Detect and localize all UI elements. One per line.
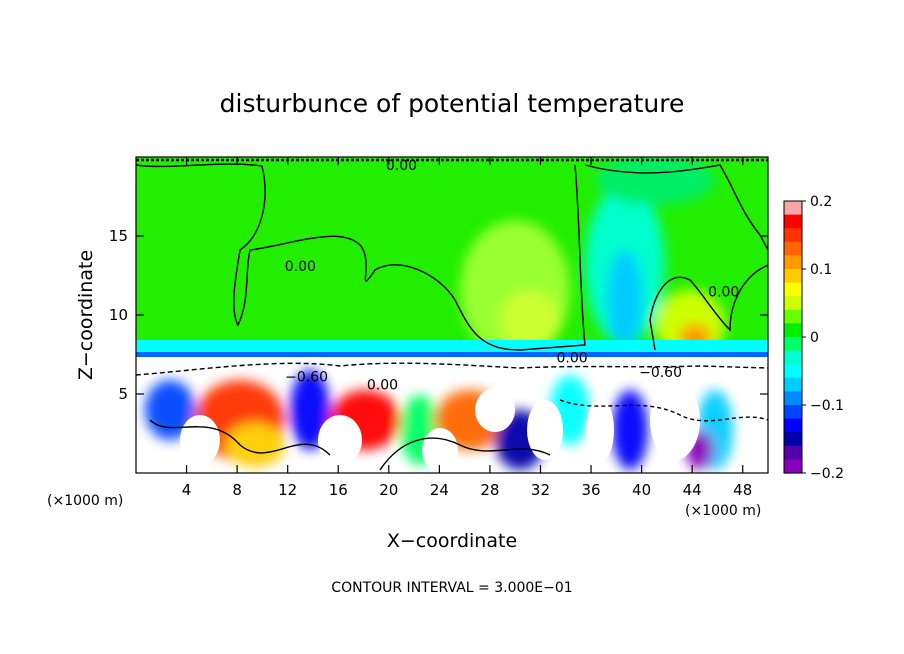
contour-label: 0.00 — [556, 351, 587, 367]
colorbar-swatch — [784, 228, 802, 243]
field-patch — [650, 380, 700, 460]
field-patch — [500, 290, 560, 350]
chart-title: disturbunce of potential temperature — [220, 89, 685, 118]
x-tick-label: 24 — [430, 481, 449, 499]
colorbar-swatch — [784, 364, 802, 379]
field-patch — [475, 388, 515, 432]
y-tick-label: 15 — [109, 227, 128, 245]
contour-line — [649, 264, 768, 351]
field-patch — [318, 415, 362, 465]
contour-line — [559, 399, 768, 422]
colorbar-swatch — [784, 377, 802, 392]
colorbar-swatch — [784, 214, 802, 229]
contour-label: 0.00 — [708, 284, 739, 300]
field-patch — [595, 157, 715, 205]
colorbar-swatch — [784, 201, 802, 216]
lower-field-voids — [180, 380, 700, 472]
x-tick-label: 40 — [632, 481, 651, 499]
contour-line — [149, 419, 331, 456]
colorbar-swatch — [784, 309, 802, 324]
contour-line — [584, 164, 768, 251]
field-patch — [422, 428, 458, 472]
contour-label: −0.60 — [639, 365, 682, 381]
colorbar-swatch — [784, 323, 802, 338]
colorbar-swatch — [784, 459, 802, 474]
contour-labels: 0.00 0.00 0.00 0.00 0.00 −0.60 −0.60 — [285, 158, 740, 394]
x-tick-label: 16 — [329, 481, 348, 499]
x-unit-left: (×1000 m) — [47, 493, 123, 509]
colorbar-swatch — [784, 432, 802, 447]
contour-lines — [136, 158, 768, 471]
colorbar-tick-label: 0 — [810, 330, 819, 346]
colorbar-swatch — [784, 391, 802, 406]
colorbar: 0.2 0.1 0 −0.1 −0.2 — [783, 194, 844, 482]
x-tick-label: 36 — [581, 481, 600, 499]
y-axis: 5 10 15 — [109, 227, 768, 403]
colorbar-swatch — [784, 269, 802, 284]
colorbar-tick-label: −0.1 — [810, 398, 844, 414]
contour-interval-note: CONTOUR INTERVAL = 3.000E−01 — [331, 580, 572, 596]
y-axis-label: Z−coordinate — [75, 250, 97, 380]
x-tick-label: 12 — [278, 481, 297, 499]
x-tick-label: 28 — [480, 481, 499, 499]
colorbar-swatch — [784, 350, 802, 365]
colorbar-swatch — [784, 296, 802, 311]
x-tick-label: 4 — [182, 481, 192, 499]
contour-label: 0.00 — [386, 158, 417, 174]
x-tick-label: 44 — [683, 481, 702, 499]
field-patch — [225, 423, 285, 467]
inversion-band-cyan — [136, 340, 768, 352]
x-tick-label: 32 — [531, 481, 550, 499]
y-tick-label: 10 — [109, 306, 128, 324]
field-patch — [180, 415, 220, 465]
plot-field — [136, 157, 768, 473]
colorbar-tick-label: 0.2 — [810, 194, 832, 210]
colorbar-swatch — [784, 337, 802, 352]
colorbar-swatch — [784, 418, 802, 433]
colorbar-tick-label: 0.1 — [810, 262, 832, 278]
x-unit-right: (×1000 m) — [685, 503, 761, 519]
y-tick-label: 5 — [118, 385, 128, 403]
x-tick-label: 8 — [232, 481, 242, 499]
field-patch — [607, 250, 643, 350]
x-axis: 4 8 12 16 20 24 28 32 36 40 44 48 — [182, 157, 752, 499]
contour-label: 0.00 — [285, 259, 316, 275]
contour-label: 0.00 — [367, 378, 398, 394]
colorbar-swatch — [784, 282, 802, 297]
colorbar-swatch — [784, 255, 802, 270]
field-patch — [586, 398, 614, 462]
field-patch — [527, 400, 563, 460]
contour-line — [136, 163, 586, 351]
contour-label: −0.60 — [285, 370, 328, 386]
colorbar-swatch — [784, 445, 802, 460]
contour-line — [136, 362, 768, 376]
contour-line — [379, 437, 551, 471]
x-axis-label: X−coordinate — [387, 530, 517, 552]
colorbar-swatch — [784, 405, 802, 420]
colorbar-swatch — [784, 241, 802, 256]
x-tick-label: 48 — [733, 481, 752, 499]
x-tick-label: 20 — [379, 481, 398, 499]
colorbar-tick-label: −0.2 — [810, 466, 844, 482]
field-patch — [612, 390, 648, 470]
inversion-band-blue — [136, 352, 768, 357]
